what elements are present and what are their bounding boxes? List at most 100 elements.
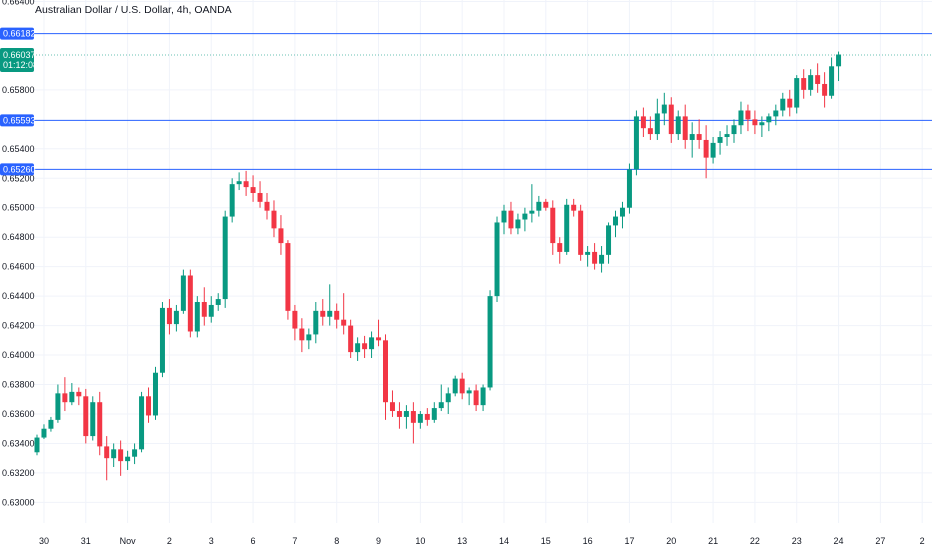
candle-body: [97, 402, 103, 447]
candle: [403, 405, 409, 429]
level-tag-label: 0.65260: [3, 164, 36, 174]
candle-body: [341, 319, 347, 326]
candle: [424, 408, 430, 426]
candle: [166, 299, 172, 335]
x-tick-label: 17: [624, 536, 634, 546]
candle: [431, 402, 437, 423]
candle-body: [473, 390, 479, 406]
candle: [794, 75, 800, 114]
candle: [139, 391, 145, 453]
level-tag-background: [0, 163, 34, 176]
candle: [383, 334, 388, 420]
candle-body: [543, 201, 549, 208]
candle: [97, 391, 103, 456]
candle: [348, 319, 354, 358]
candle-body: [626, 169, 632, 208]
candle: [515, 213, 521, 235]
candle: [585, 246, 591, 267]
y-tick-label: 0.64000: [2, 350, 35, 360]
candle-body: [487, 296, 493, 388]
candle-body: [801, 78, 807, 90]
candle-body: [780, 98, 786, 111]
candle-body: [229, 184, 235, 217]
candle-body: [194, 302, 200, 332]
candle: [187, 269, 193, 338]
candle: [69, 383, 75, 406]
y-tick-label: 0.64800: [2, 232, 35, 242]
candle: [313, 302, 319, 344]
candle-body: [250, 187, 256, 193]
x-tick-label: 27: [875, 536, 885, 546]
candle: [76, 387, 82, 406]
candles-group: [34, 51, 842, 481]
candle-body: [480, 387, 486, 406]
candle-body: [808, 75, 814, 90]
candle-body: [445, 393, 451, 403]
candle: [236, 172, 242, 191]
candle-body: [459, 378, 465, 394]
candle-body: [348, 325, 354, 353]
candle-body: [417, 413, 423, 423]
x-tick-label: 2: [920, 536, 925, 546]
level-tag-label: 0.65593: [3, 115, 36, 125]
candle-body: [724, 134, 730, 138]
candle-body: [794, 78, 800, 108]
candle-body: [703, 139, 709, 158]
candle: [613, 210, 619, 238]
x-tick-label: 8: [334, 536, 339, 546]
candle: [201, 287, 207, 326]
candle: [243, 170, 249, 196]
candle: [83, 388, 89, 444]
candle: [494, 216, 500, 303]
candle: [647, 116, 653, 140]
candle: [222, 210, 228, 308]
candle: [41, 424, 47, 440]
y-tick-label: 0.65000: [2, 203, 35, 213]
candle-body: [48, 419, 54, 429]
candle-body: [118, 449, 124, 462]
y-tick-label: 0.63000: [2, 497, 35, 507]
candle: [362, 335, 368, 358]
candle-body: [647, 128, 653, 135]
candle-body: [571, 204, 577, 211]
y-tick-label: 0.63600: [2, 409, 35, 419]
candle: [640, 107, 646, 138]
candle: [557, 237, 563, 264]
candle: [173, 304, 179, 332]
horizontal-level-lines: [33, 33, 932, 170]
candle-body: [759, 122, 765, 126]
candle-body: [166, 307, 172, 325]
y-axis-labels: 0.66400 0.65800 0.65400 0.65200 0.65000 0.648…: [2, 0, 35, 507]
candle: [633, 110, 639, 176]
candle: [654, 98, 660, 140]
candle-body: [334, 310, 340, 320]
current-price-tag-background: [0, 47, 34, 72]
candle-body: [389, 402, 395, 412]
candle: [229, 178, 235, 223]
x-tick-label: 30: [39, 536, 49, 546]
candle: [508, 201, 514, 235]
candle: [571, 198, 577, 217]
candle: [445, 387, 451, 414]
candle-body: [376, 337, 382, 341]
candle: [752, 110, 758, 135]
candle-body: [285, 243, 291, 311]
candle: [801, 69, 807, 99]
level-price-tag: 0.65260: [0, 163, 36, 176]
candle: [396, 402, 402, 429]
candle: [257, 181, 263, 208]
level-price-tag: 0.65593: [0, 114, 36, 127]
candle: [299, 318, 305, 353]
y-tick-label: 0.63400: [2, 438, 35, 448]
candle-body: [125, 456, 131, 462]
candle-body: [180, 275, 186, 311]
countdown-label: 01:12:08: [3, 60, 38, 70]
x-tick-label: 13: [457, 536, 467, 546]
x-tick-label: 9: [376, 536, 381, 546]
x-tick-label: 24: [834, 536, 844, 546]
x-tick-label: 10: [415, 536, 425, 546]
y-tick-label: 0.65200: [2, 173, 35, 183]
candle: [822, 72, 828, 108]
candle: [626, 163, 632, 214]
